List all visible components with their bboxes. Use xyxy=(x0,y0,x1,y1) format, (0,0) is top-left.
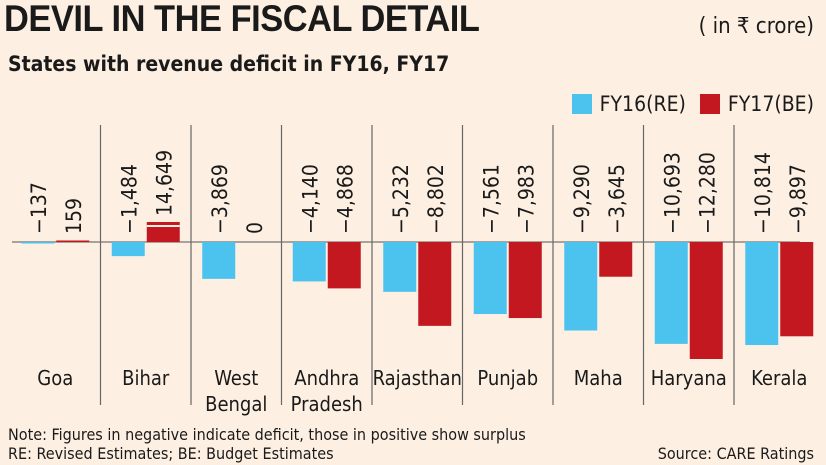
note: Note: Figures in negative indicate defic… xyxy=(8,425,526,444)
unit-label: ( in ₹ crore) xyxy=(698,14,814,39)
legend: FY16(RE) FY17(BE) xyxy=(571,92,814,116)
source: Source: CARE Ratings xyxy=(657,444,814,463)
data-label: −137 xyxy=(27,182,51,234)
category-label: Bengal xyxy=(205,392,267,416)
bar-fy17 xyxy=(599,242,633,277)
bar-fy17 xyxy=(327,242,361,289)
bar-fy16 xyxy=(292,242,326,282)
legend-label: FY17(BE) xyxy=(727,92,814,116)
bar-fy16 xyxy=(21,242,55,244)
data-label: −5,232 xyxy=(389,164,413,234)
bar-fy17 xyxy=(508,242,542,319)
chart-subtitle: States with revenue deficit in FY16, FY1… xyxy=(8,52,450,76)
category-label: West xyxy=(214,366,258,390)
bar-chart: −137 159 Goa −1,484 14,649 Bihar −3,869 0 WestBe… xyxy=(12,125,814,416)
axis-break-mark xyxy=(146,225,180,227)
data-label: −9,290 xyxy=(570,164,594,234)
category-label: Bihar xyxy=(122,366,170,390)
category-label: Haryana xyxy=(651,366,727,390)
category-label: Goa xyxy=(37,366,73,390)
legend-swatch xyxy=(571,94,592,114)
data-label: 14,649 xyxy=(152,150,176,216)
chart-title: DEVIL IN THE FISCAL DETAIL xyxy=(4,0,480,39)
category-label: Rajasthan xyxy=(373,366,462,390)
data-label: −10,814 xyxy=(751,152,775,234)
bar-fy16 xyxy=(654,242,688,344)
legend-swatch xyxy=(699,94,720,114)
data-label: −10,693 xyxy=(660,152,684,234)
data-label: −4,140 xyxy=(298,164,322,234)
category-label: Pradesh xyxy=(291,392,363,416)
bar-fy16 xyxy=(745,242,779,346)
bar-fy17 xyxy=(56,240,90,242)
category-label: Kerala xyxy=(751,366,807,390)
bar-fy16 xyxy=(111,242,145,257)
bar-fy16 xyxy=(473,242,507,315)
data-label: −7,561 xyxy=(479,164,503,234)
legend-item-fy16: FY16(RE) xyxy=(571,92,686,116)
data-label: −12,280 xyxy=(695,152,719,234)
data-label: −7,983 xyxy=(514,164,538,234)
category-label: Maha xyxy=(574,366,623,390)
data-label: 159 xyxy=(62,198,86,234)
bar-fy17 xyxy=(780,242,814,337)
legend-item-fy17: FY17(BE) xyxy=(699,92,814,116)
data-label: −3,645 xyxy=(605,164,629,234)
bar-fy16 xyxy=(383,242,417,292)
bar-fy16 xyxy=(202,242,236,279)
data-label: −8,802 xyxy=(424,164,448,234)
bar-fy17 xyxy=(418,242,452,326)
bar-fy16 xyxy=(564,242,598,331)
bar-fy17 xyxy=(689,242,723,359)
data-label: −1,484 xyxy=(117,164,141,234)
data-label: −9,897 xyxy=(786,164,810,234)
note: RE: Revised Estimates; BE: Budget Estima… xyxy=(8,444,334,463)
data-label: −4,868 xyxy=(333,164,357,234)
category-label: Punjab xyxy=(477,366,538,390)
data-label: 0 xyxy=(243,222,267,234)
category-label: Andhra xyxy=(294,366,359,390)
legend-label: FY16(RE) xyxy=(599,92,686,116)
data-label: −3,869 xyxy=(208,164,232,234)
